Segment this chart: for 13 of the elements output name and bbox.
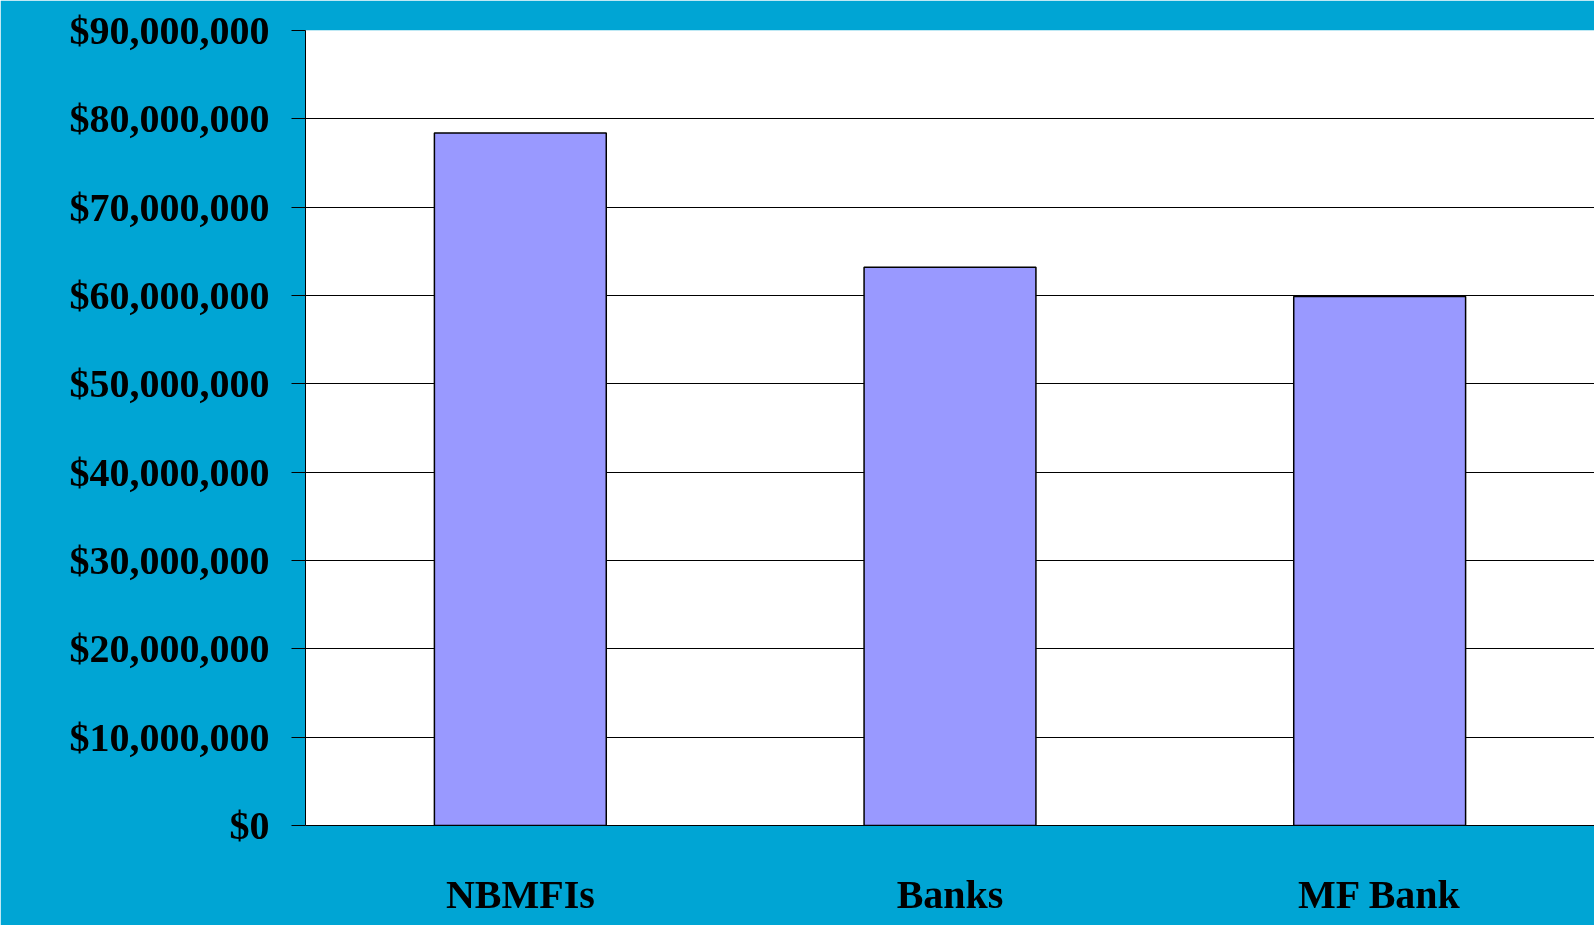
y-tick-label: $80,000,000 xyxy=(69,96,270,142)
y-tick-label: $90,000,000 xyxy=(69,8,270,53)
y-tick-label: $10,000,000 xyxy=(69,714,270,760)
x-tick-label: Banks xyxy=(896,871,1004,917)
y-tick-label: $0 xyxy=(229,803,270,848)
y-tick-label: $70,000,000 xyxy=(69,184,270,230)
y-tick-label: $40,000,000 xyxy=(69,449,270,495)
x-tick-label: NBMFIs xyxy=(445,871,595,917)
y-tick-label: $50,000,000 xyxy=(69,361,270,407)
y-tick-label: $30,000,000 xyxy=(69,538,270,583)
y-tick-label: $60,000,000 xyxy=(69,273,270,318)
y-tick-label: $20,000,000 xyxy=(69,626,270,672)
x-tick-label: MF Bank xyxy=(1297,871,1461,917)
